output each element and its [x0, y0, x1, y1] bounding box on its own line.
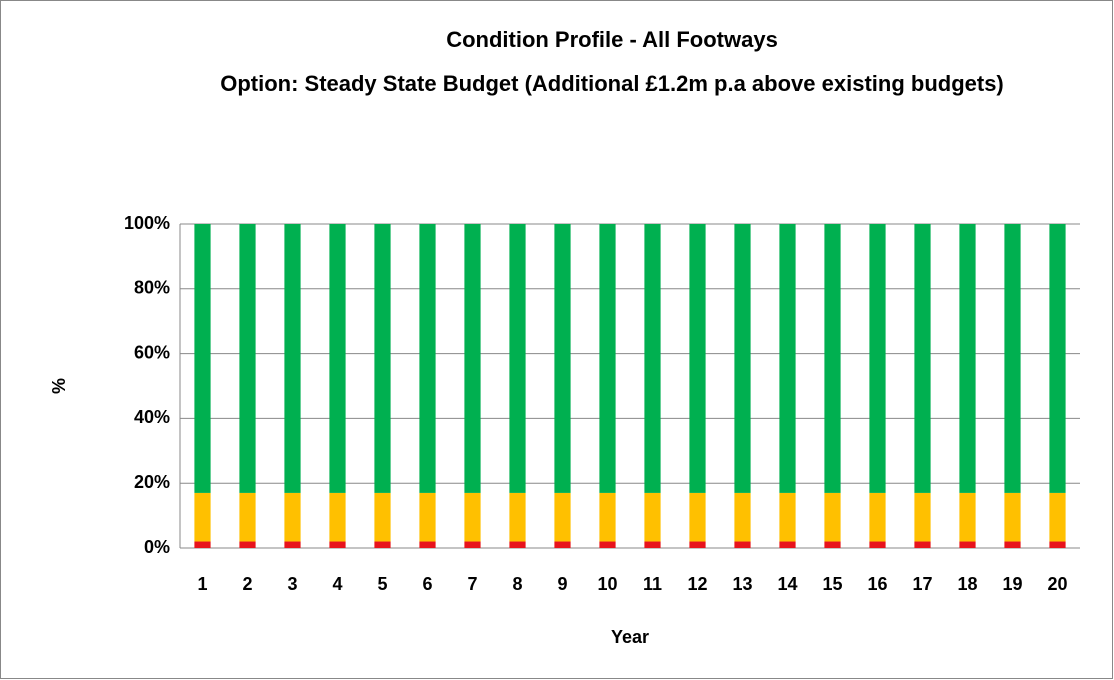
bar-segment [419, 541, 436, 548]
bar-segment [554, 541, 571, 548]
x-tick-label: 14 [777, 574, 797, 594]
x-axis-label: Year [611, 627, 649, 647]
bar-segment [734, 224, 751, 493]
x-tick-label: 15 [822, 574, 842, 594]
bar-segment [284, 492, 301, 542]
bar-segment [689, 492, 706, 542]
bar-segment [1004, 224, 1021, 493]
x-tick-label: 13 [732, 574, 752, 594]
bar-segment [1049, 541, 1066, 548]
bar-segment [464, 492, 481, 542]
bar-segment [644, 492, 661, 542]
bar-segment [194, 224, 211, 493]
bar-segment [239, 224, 256, 493]
bar-segment [734, 492, 751, 542]
bar-segment [869, 224, 886, 493]
x-tick-label: 6 [422, 574, 432, 594]
bar-segment [599, 541, 616, 548]
x-tick-label: 16 [867, 574, 887, 594]
bar-segment [374, 492, 391, 542]
bar-segment [239, 541, 256, 548]
chart-title: Condition Profile - All Footways [446, 27, 778, 52]
bar-segment [779, 541, 796, 548]
x-tick-label: 9 [557, 574, 567, 594]
bar-segment [644, 541, 661, 548]
bar-segment [194, 492, 211, 542]
x-tick-label: 3 [287, 574, 297, 594]
bar-segment [509, 541, 526, 548]
y-tick-label: 80% [134, 278, 170, 298]
x-tick-label: 19 [1002, 574, 1022, 594]
bar-segment [914, 224, 931, 493]
bar-segment [419, 224, 436, 493]
bar-segment [599, 224, 616, 493]
bar-segment [509, 492, 526, 542]
bar-segment [824, 492, 841, 542]
x-tick-label: 8 [512, 574, 522, 594]
bar-segment [779, 224, 796, 493]
bar-segment [734, 541, 751, 548]
x-tick-label: 20 [1047, 574, 1067, 594]
bar-segment [374, 541, 391, 548]
bar-segment [914, 492, 931, 542]
bar-segment [374, 224, 391, 493]
y-tick-label: 0% [144, 537, 170, 557]
x-tick-label: 10 [597, 574, 617, 594]
bar-segment [599, 492, 616, 542]
bar-segment [239, 492, 256, 542]
x-tick-label: 18 [957, 574, 977, 594]
bar-segment [1004, 541, 1021, 548]
y-tick-label: 40% [134, 407, 170, 427]
x-tick-label: 7 [467, 574, 477, 594]
bar-segment [509, 224, 526, 493]
bar-segment [959, 224, 976, 493]
bar-segment [869, 541, 886, 548]
x-tick-label: 12 [687, 574, 707, 594]
x-tick-label: 1 [197, 574, 207, 594]
y-tick-label: 20% [134, 472, 170, 492]
bar-segment [1049, 224, 1066, 493]
x-tick-label: 2 [242, 574, 252, 594]
bar-segment [194, 541, 211, 548]
y-tick-label: 100% [124, 213, 170, 233]
bar-segment [329, 224, 346, 493]
bar-segment [689, 541, 706, 548]
chart-subtitle: Option: Steady State Budget (Additional … [220, 71, 1004, 96]
bar-segment [869, 492, 886, 542]
bar-segment [644, 224, 661, 493]
bar-segment [329, 541, 346, 548]
bar-segment [689, 224, 706, 493]
x-tick-label: 5 [377, 574, 387, 594]
bar-segment [554, 224, 571, 493]
y-tick-label: 60% [134, 342, 170, 362]
bar-segment [329, 492, 346, 542]
x-tick-label: 11 [643, 574, 662, 594]
bar-segment [959, 541, 976, 548]
x-tick-label: 17 [912, 574, 932, 594]
bar-segment [464, 224, 481, 493]
x-tick-label: 4 [332, 574, 342, 594]
bar-segment [284, 224, 301, 493]
bar-segment [824, 224, 841, 493]
bar-segment [824, 541, 841, 548]
bar-segment [1049, 492, 1066, 542]
bar-segment [419, 492, 436, 542]
bar-segment [554, 492, 571, 542]
bar-segment [779, 492, 796, 542]
bar-segment [1004, 492, 1021, 542]
y-axis-label: % [49, 378, 69, 394]
bar-segment [914, 541, 931, 548]
bar-segment [284, 541, 301, 548]
bar-segment [464, 541, 481, 548]
bar-segment [959, 492, 976, 542]
